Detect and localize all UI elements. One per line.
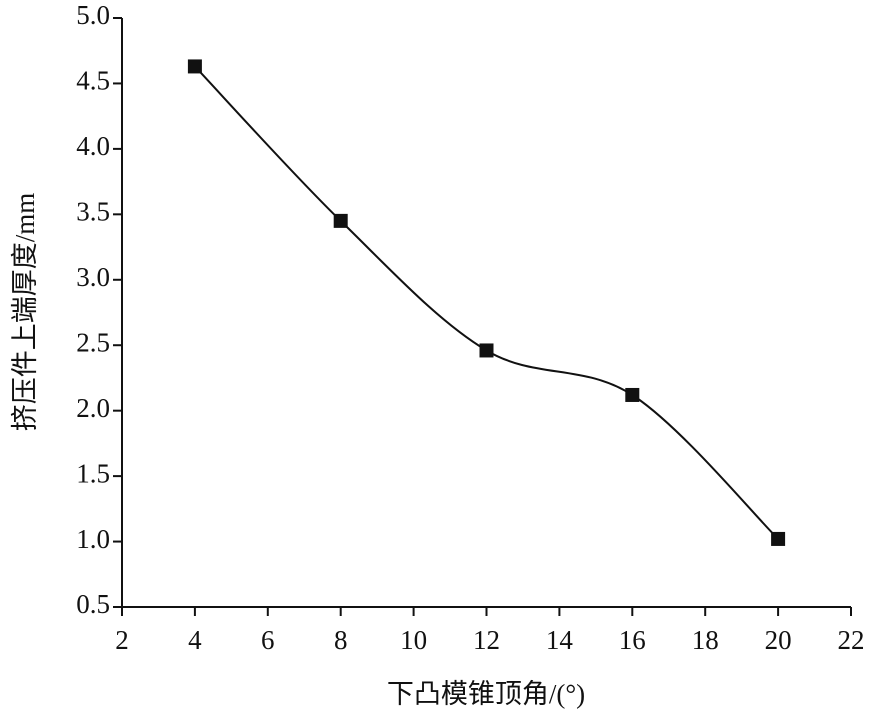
x-tick-label: 8: [334, 625, 348, 655]
point: [333, 213, 348, 228]
y-tick-label: 2.5: [76, 327, 110, 357]
x-tick-label: 14: [546, 625, 574, 655]
y-tick-label: 2.0: [76, 393, 110, 423]
x-tick-label: 4: [188, 625, 202, 655]
y-tick-label: 4.5: [76, 66, 110, 96]
x-tick-label: 2: [115, 625, 129, 655]
x-tick-label: 22: [838, 625, 865, 655]
fit-line: [194, 65, 779, 540]
y-tick-label: 3.0: [76, 262, 110, 292]
y-tick-label: 1.5: [76, 458, 110, 488]
x-tick-label: 16: [619, 625, 646, 655]
point: [187, 59, 202, 74]
y-tick-label: 5.0: [76, 0, 110, 30]
point: [771, 531, 786, 546]
point: [625, 387, 640, 402]
point: [479, 343, 494, 358]
y-axis-label: 挤压件上端厚度/mm: [10, 193, 40, 432]
y-tick-label: 4.0: [76, 131, 110, 161]
x-tick-label: 6: [261, 625, 275, 655]
y-tick-label: 3.5: [76, 197, 110, 227]
y-tick-label: 0.5: [76, 589, 110, 619]
x-tick-label: 20: [765, 625, 792, 655]
x-tick-label: 10: [400, 625, 427, 655]
x-tick-label: 18: [692, 625, 719, 655]
x-axis-label: 下凸模锥顶角/(°): [387, 679, 585, 709]
x-tick-label: 12: [473, 625, 500, 655]
y-tick-label: 1.0: [76, 524, 110, 554]
